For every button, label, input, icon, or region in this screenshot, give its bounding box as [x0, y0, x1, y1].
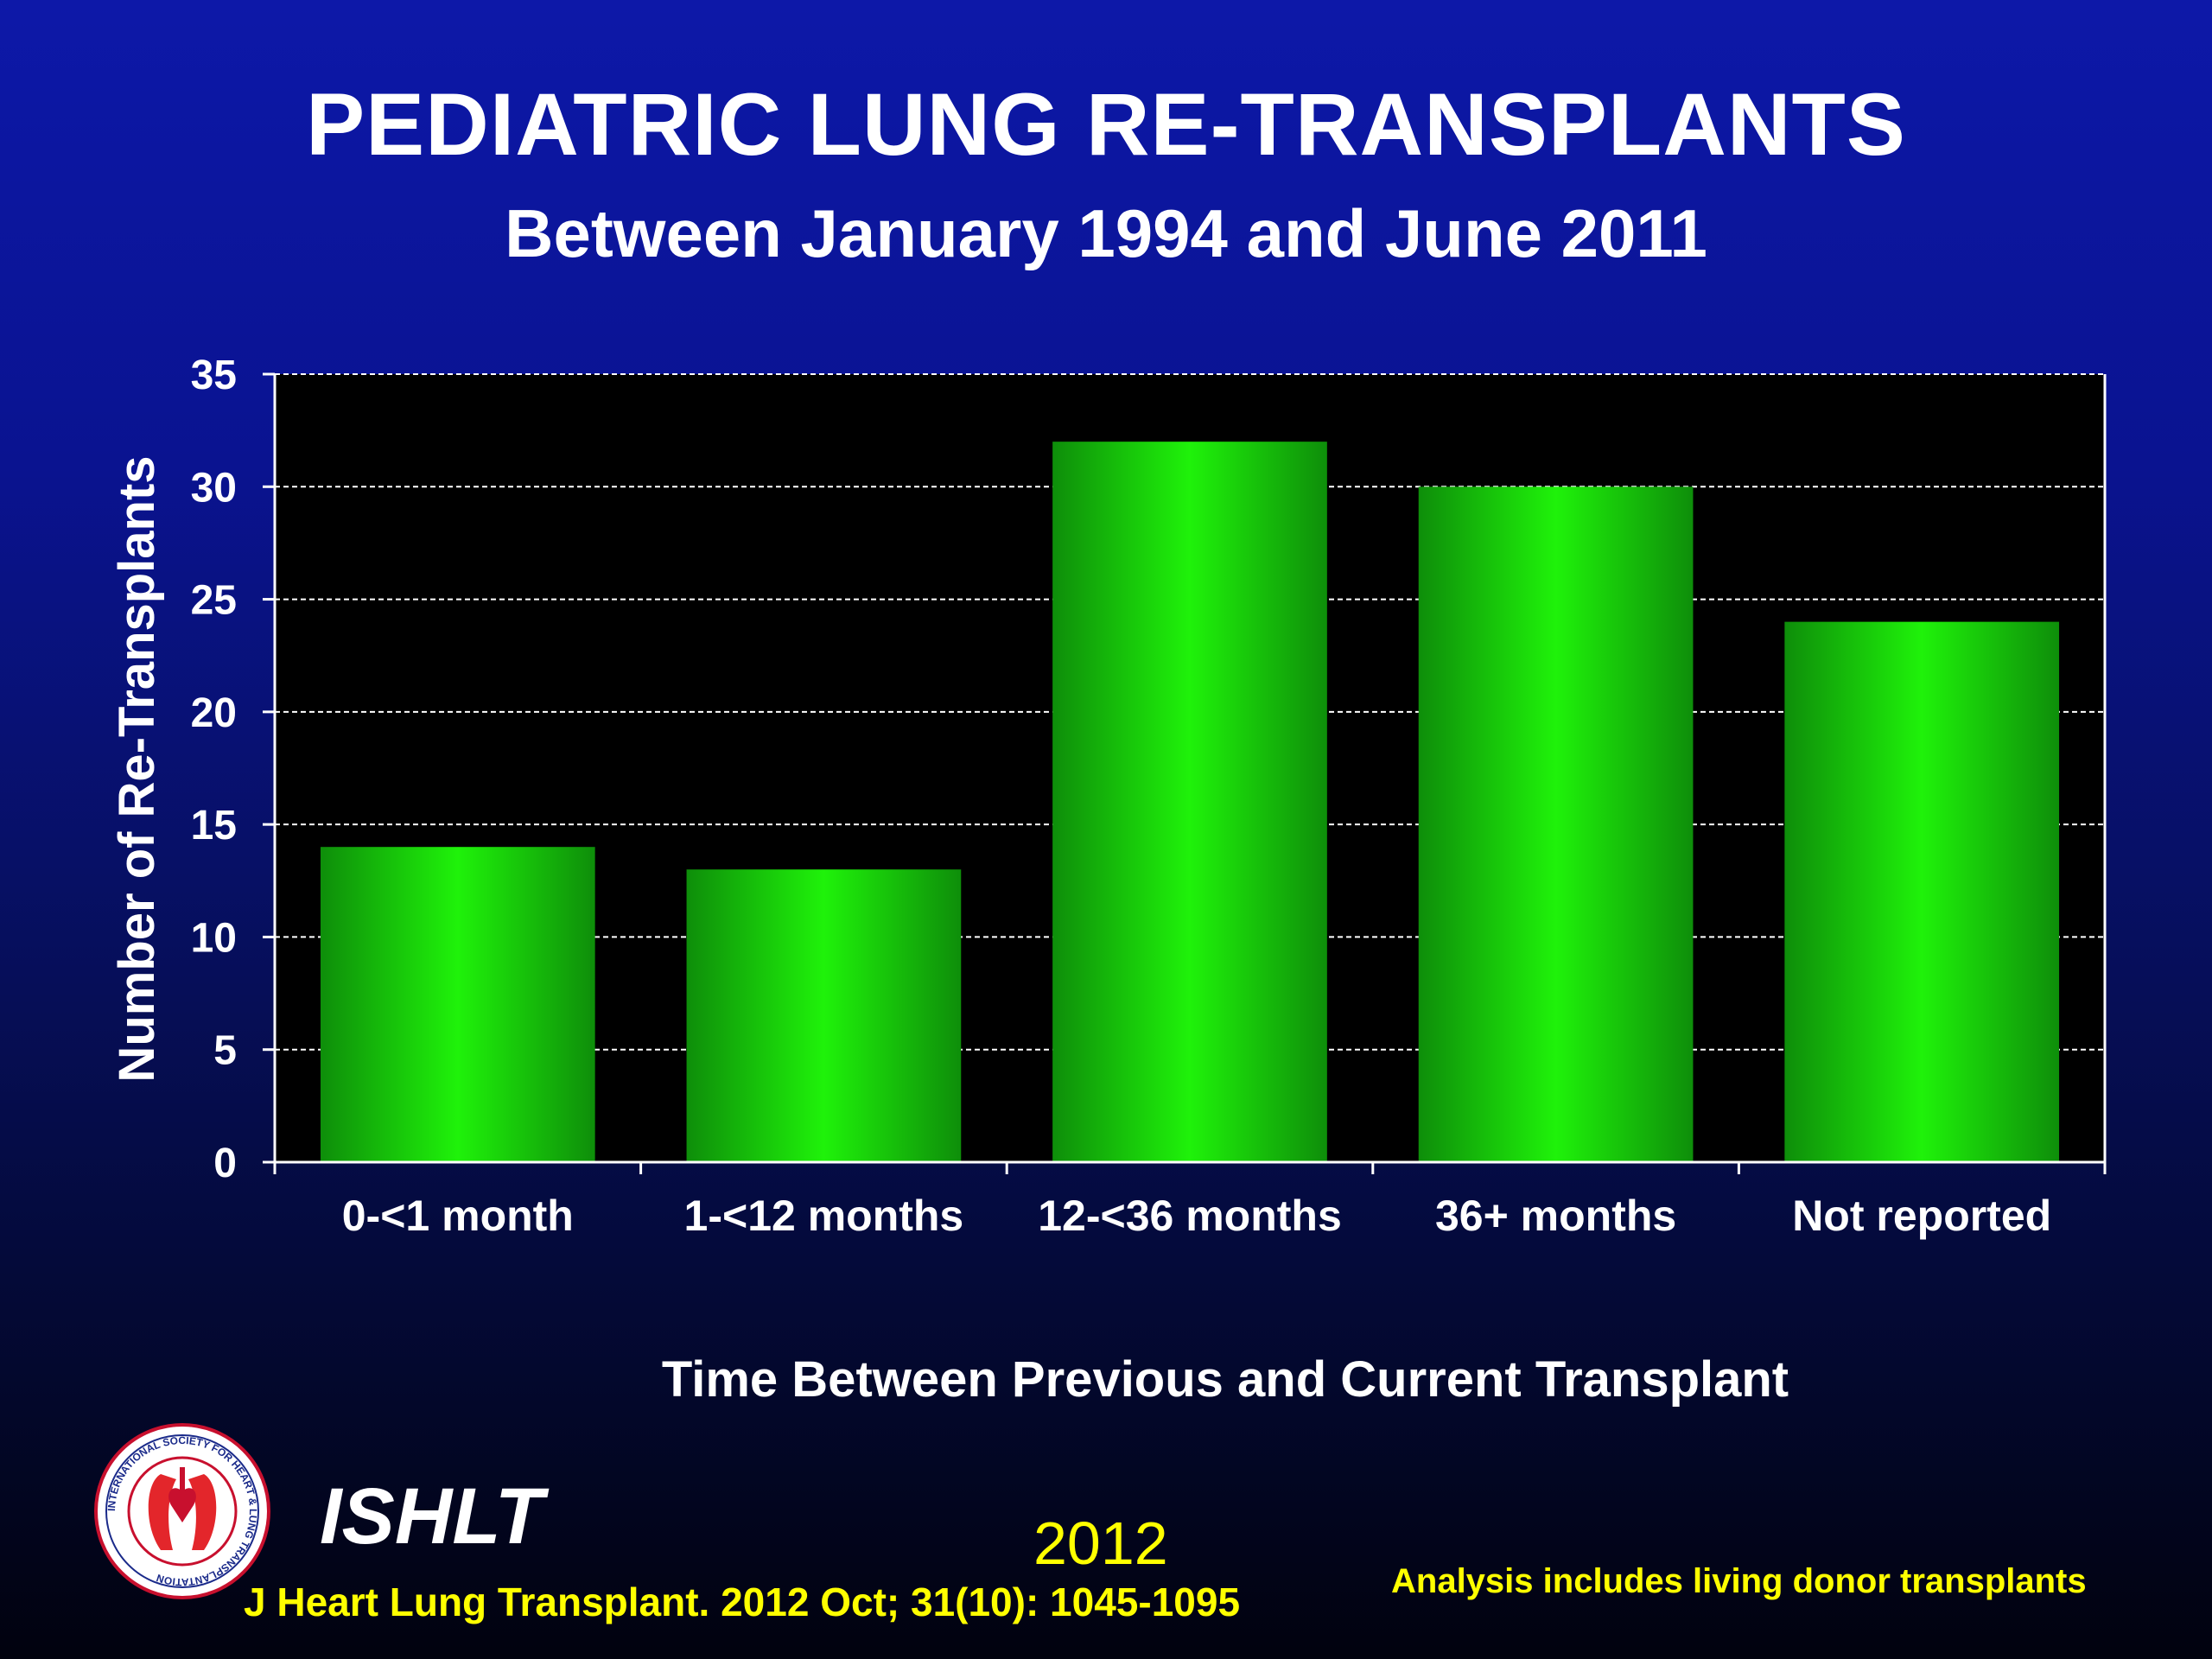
- ishlt-logo: INTERNATIONAL SOCIETY FOR HEART & LUNG T…: [94, 1423, 270, 1599]
- y-tick-label: 5: [213, 1028, 237, 1074]
- citation: J Heart Lung Transplant. 2012 Oct; 31(10…: [244, 1580, 1241, 1624]
- page-title: PEDIATRIC LUNG RE-TRANSPLANTS: [306, 75, 1906, 174]
- tick-labels: 0 5 10 15 20 25 30 35 0-<1 month 1-<12 months 12-<…: [191, 353, 2052, 1240]
- x-tick-label: Not reported: [1792, 1192, 2051, 1240]
- y-tick-label: 0: [213, 1141, 237, 1186]
- y-tick-label: 30: [191, 465, 237, 511]
- y-tick-label: 25: [191, 578, 237, 624]
- bar: [1418, 486, 1694, 1162]
- heart-icon: [168, 1488, 196, 1522]
- x-axis-title: Time Between Previous and Current Transp…: [662, 1351, 1789, 1408]
- publication-year: 2012: [1033, 1510, 1168, 1577]
- analysis-note: Analysis includes living donor transplan…: [1391, 1562, 2087, 1600]
- bar: [1784, 621, 2060, 1162]
- y-tick-label: 20: [191, 690, 237, 736]
- x-tick-label: 12-<36 months: [1038, 1192, 1342, 1240]
- axes: [263, 372, 2107, 1174]
- ishlt-label: ISHLT: [320, 1472, 543, 1560]
- bar: [686, 869, 962, 1162]
- bar: [320, 847, 595, 1162]
- y-tick-label: 15: [191, 803, 237, 849]
- x-tick-label: 0-<1 month: [342, 1192, 574, 1240]
- bars: [320, 442, 2060, 1163]
- y-axis-title: Number of Re-Transplants: [109, 455, 165, 1082]
- page-subtitle: Between January 1994 and June 2011: [505, 195, 1707, 271]
- x-tick-label: 1-<12 months: [684, 1192, 964, 1240]
- bar: [1052, 442, 1327, 1163]
- y-tick-label: 10: [191, 915, 237, 961]
- x-tick-label: 36+ months: [1435, 1192, 1676, 1240]
- y-tick-label: 35: [191, 353, 237, 398]
